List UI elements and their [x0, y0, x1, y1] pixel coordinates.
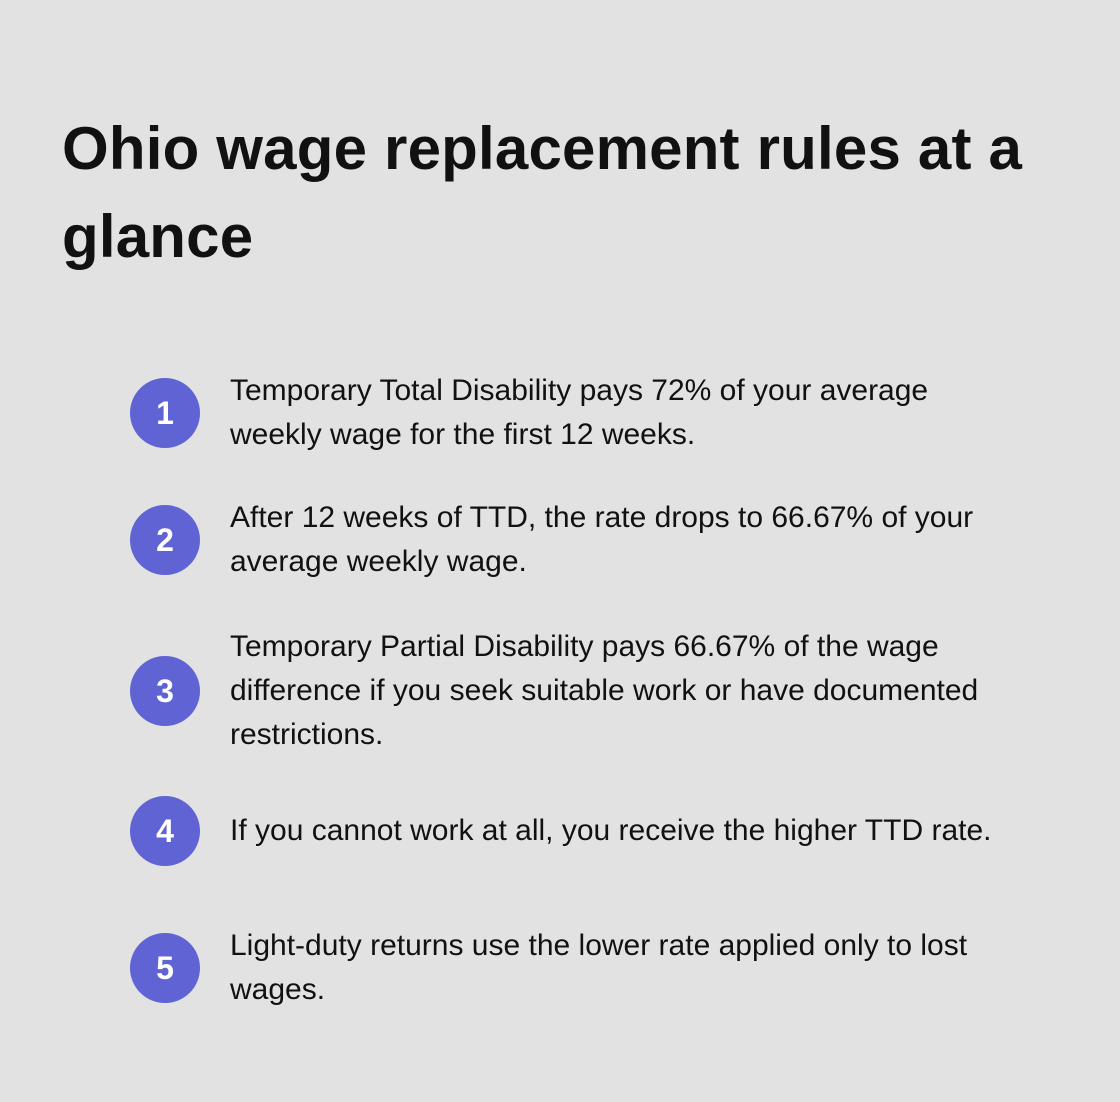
- step-number: 2: [130, 505, 200, 575]
- list-item: 3 Temporary Partial Disability pays 66.67…: [130, 625, 1030, 757]
- step-number: 4: [130, 796, 200, 866]
- step-number: 1: [130, 378, 200, 448]
- list-item: 5 Light-duty returns use the lower rate a…: [130, 924, 1030, 1012]
- step-text: Light-duty returns use the lower rate ap…: [230, 929, 968, 1006]
- list-item: 2 After 12 weeks of TTD, the rate drops t…: [130, 496, 1030, 584]
- step-number: 3: [130, 656, 200, 726]
- step-text: Temporary Partial Disability pays 66.67%…: [230, 630, 979, 751]
- list-item: 4 If you cannot work at all, you receive …: [130, 796, 1030, 866]
- list-item: 1 Temporary Total Disability pays 72% of …: [130, 369, 1030, 457]
- step-text: After 12 weeks of TTD, the rate drops to…: [230, 501, 974, 578]
- step-text: Temporary Total Disability pays 72% of y…: [230, 374, 929, 451]
- title: Ohio wage replacement rules at a glance: [62, 115, 1023, 270]
- step-number: 5: [130, 933, 200, 1003]
- step-text: If you cannot work at all, you receive t…: [230, 814, 992, 847]
